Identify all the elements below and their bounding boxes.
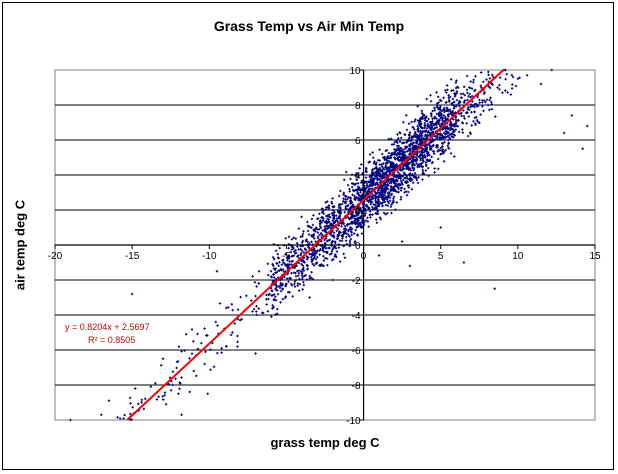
chart-title: Grass Temp vs Air Min Temp [213, 18, 405, 34]
x-axis-label: grass temp deg C [270, 435, 380, 450]
